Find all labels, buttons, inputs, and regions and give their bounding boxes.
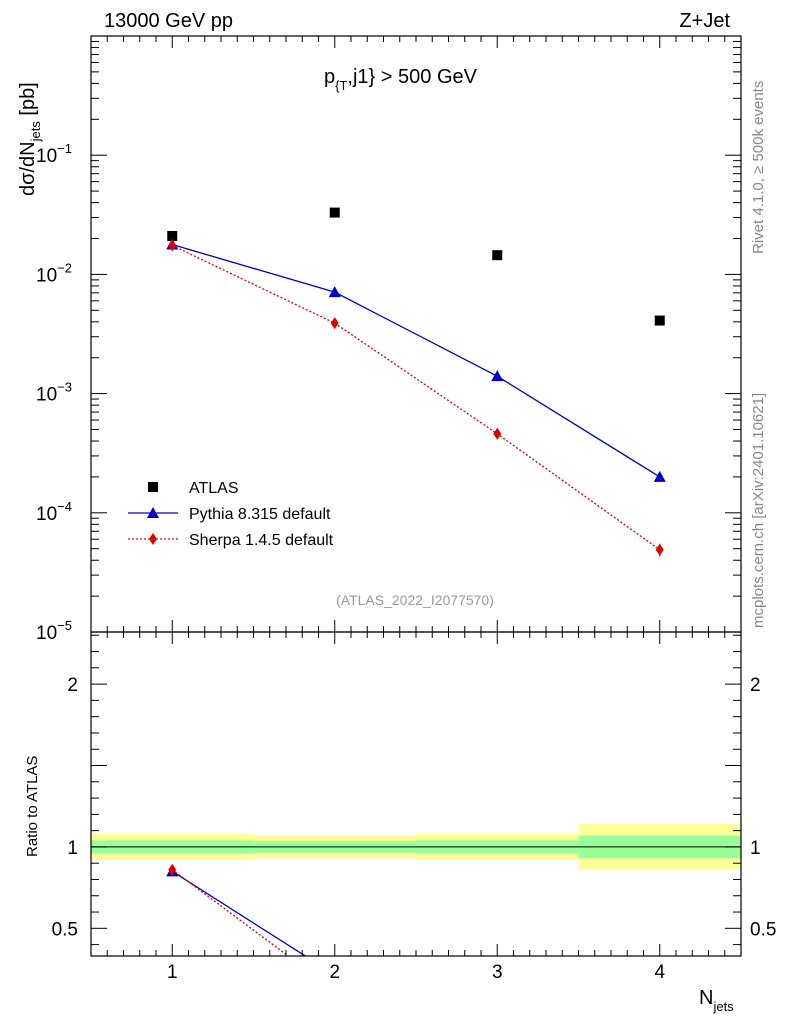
main-y-tick-label: 10−2 xyxy=(36,260,72,286)
main-y-tick-label: 10−5 xyxy=(36,618,72,644)
sherpa-main-point xyxy=(655,543,664,556)
main-y-label-sub: jets xyxy=(28,121,43,143)
cut-label: p{T,j1} > 500 GeV xyxy=(324,66,478,93)
pythia-main-line xyxy=(172,243,661,478)
sherpa-main-point xyxy=(168,239,177,252)
atlas-main-point xyxy=(492,250,503,261)
ratio-y-tick-label-right: 1 xyxy=(750,838,761,859)
atlas-main-point xyxy=(654,315,665,326)
atlas-main-point xyxy=(329,207,340,218)
sherpa-ratio-point xyxy=(168,863,177,876)
ratio-y-tick-label-left: 2 xyxy=(67,675,78,696)
legend-label-pythia: Pythia 8.315 default xyxy=(189,506,331,523)
pythia-ratio-line xyxy=(171,870,307,956)
cut-label-rest: ,j1} > 500 GeV xyxy=(347,66,477,88)
sherpa-ratio-point xyxy=(656,1002,664,1014)
pythia-main-point xyxy=(328,286,341,298)
ratio-y-axis-label: Ratio to ATLAS xyxy=(24,756,41,857)
ratio-plot-frame xyxy=(90,631,742,957)
ratio-y-tick-label-left: 0.5 xyxy=(52,919,78,940)
atlas-main-point xyxy=(167,230,178,241)
ratio-y-tick-label-right: 2 xyxy=(750,675,761,696)
legend-label-sherpa: Sherpa 1.4.5 default xyxy=(189,532,334,549)
legend-marker-atlas xyxy=(148,482,158,492)
pythia-main-point xyxy=(491,370,504,382)
main-plot-data xyxy=(166,207,666,557)
x-tick-label: 1 xyxy=(167,962,178,983)
sherpa-ratio-point xyxy=(493,999,501,1011)
pythia-ratio-point xyxy=(654,996,666,1007)
sherpa-ratio-line xyxy=(171,869,290,956)
ratio-uncertainty-bands xyxy=(91,824,741,870)
x-label-main: N xyxy=(699,987,713,1009)
ratio-plot-data xyxy=(166,863,666,1014)
sherpa-main-line xyxy=(171,244,661,551)
x-tick-label: 4 xyxy=(654,962,665,983)
axes: 1 2 3 4 10−5 10−4 10−3 10−2 10−1 0.5 0.5 1 1 2 2 xyxy=(36,35,776,983)
x-axis-label: Njets xyxy=(699,987,734,1014)
main-y-axis-label: dσ/dNjets [pb] xyxy=(17,82,43,196)
ratio-y-tick-label-right: 0.5 xyxy=(750,919,776,940)
main-y-label-unit: [pb] xyxy=(17,82,39,121)
main-y-tick-label: 10−1 xyxy=(36,141,72,167)
source-label: mcplots.cern.ch [arXiv:2401.10621] xyxy=(750,393,767,628)
analysis-id: (ATLAS_2022_I2077570) xyxy=(336,592,494,608)
x-tick-label: 2 xyxy=(329,962,340,983)
legend-label-atlas: ATLAS xyxy=(189,480,239,497)
energy-label: 13000 GeV pp xyxy=(104,10,233,32)
legend-marker-pythia xyxy=(147,507,159,518)
x-tick-label: 3 xyxy=(492,962,503,983)
sherpa-ratio-point xyxy=(331,985,339,997)
x-label-sub: jets xyxy=(712,999,734,1014)
pythia-ratio-point xyxy=(491,988,503,999)
cut-label-p: p xyxy=(324,66,335,88)
pythia-main-point xyxy=(653,470,666,482)
legend: ATLAS Pythia 8.315 default Sherpa 1.4.5 de… xyxy=(128,480,334,549)
main-y-tick-label: 10−3 xyxy=(36,380,72,406)
cut-label-sub: {T xyxy=(335,78,347,93)
sherpa-main-point xyxy=(493,427,502,440)
ratio-y-tick-label-left: 1 xyxy=(67,838,78,859)
main-y-label-main: dσ/dN xyxy=(17,141,39,196)
process-label: Z+Jet xyxy=(679,10,730,32)
main-y-tick-label: 10−4 xyxy=(36,499,72,525)
legend-marker-sherpa xyxy=(149,533,157,545)
rivet-version-label: Rivet 4.1.0, ≥ 500k events xyxy=(750,81,767,254)
sherpa-main-point xyxy=(330,317,339,330)
